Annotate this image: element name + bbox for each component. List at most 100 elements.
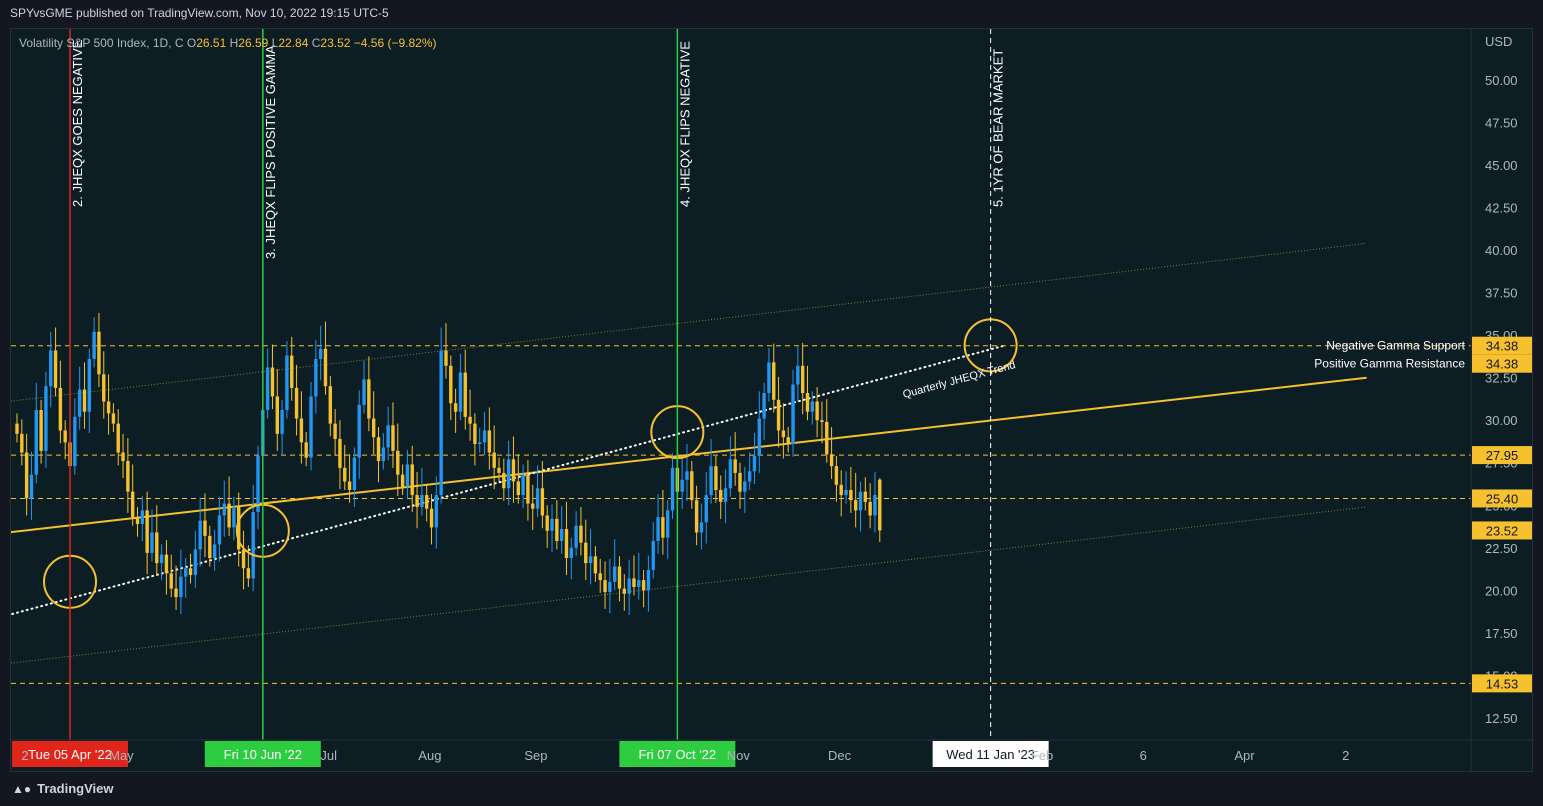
- candle: [333, 423, 337, 439]
- channel-upper-line: [11, 242, 1367, 402]
- candle: [820, 420, 824, 422]
- candle: [371, 418, 376, 438]
- event-date-badge: [12, 741, 129, 767]
- candle: [694, 500, 699, 533]
- candle: [290, 355, 294, 388]
- candle: [179, 576, 183, 598]
- ohlc-part: 26.51: [196, 36, 226, 50]
- candle: [873, 495, 877, 516]
- candle: [666, 510, 670, 538]
- candle: [453, 403, 458, 412]
- y-tick-label: 37.50: [1485, 286, 1518, 301]
- candle: [588, 556, 593, 564]
- candle: [246, 568, 251, 579]
- candle: [825, 421, 829, 455]
- x-tick-label: 6: [1140, 748, 1147, 763]
- candle: [130, 491, 135, 518]
- level-badge: [1472, 336, 1532, 355]
- candle: [878, 479, 882, 531]
- candle: [169, 573, 173, 589]
- y-tick-label: 17.50: [1485, 626, 1518, 641]
- candle: [44, 386, 48, 451]
- candle: [545, 515, 549, 531]
- candle: [400, 474, 405, 487]
- candle: [704, 495, 708, 523]
- candle: [150, 532, 154, 553]
- candle: [15, 423, 19, 434]
- channel-lower-line: [11, 506, 1367, 664]
- candle: [280, 410, 284, 434]
- candle: [526, 474, 530, 504]
- candle: [632, 578, 636, 587]
- y-tick-label: 32.50: [1485, 371, 1518, 386]
- event-label: 4. JHEQX FLIPS NEGATIVE: [677, 41, 692, 207]
- ohlc-legend: Volatility S&P 500 Index, 1D, C O26.51 H…: [19, 36, 437, 50]
- candle: [20, 433, 24, 453]
- candle: [521, 474, 525, 496]
- candle: [651, 540, 655, 570]
- event-label: 2. JHEQX GOES NEGATIVE: [70, 39, 85, 207]
- chart-panel[interactable]: 2. JHEQX GOES NEGATIVE Tue 05 Apr '22 3. J…: [10, 28, 1534, 773]
- candle: [77, 389, 82, 417]
- candle: [747, 471, 752, 482]
- y-tick-label: 22.50: [1485, 541, 1518, 556]
- candle: [405, 464, 410, 487]
- candle: [338, 438, 342, 468]
- ohlc-part: −4.56 (−9.82%): [354, 36, 437, 50]
- candle: [714, 466, 718, 490]
- ohlc-part: C: [175, 36, 184, 50]
- x-tick-label: 2: [21, 748, 28, 763]
- level-value: 27.95: [1486, 448, 1519, 463]
- candle: [728, 459, 733, 489]
- event-date-label: Tue 05 Apr '22: [28, 747, 112, 762]
- candle: [661, 517, 665, 538]
- candle: [680, 479, 684, 492]
- candle: [265, 367, 270, 411]
- candle: [328, 386, 332, 424]
- y-tick-label: 47.50: [1485, 116, 1518, 131]
- candle: [126, 461, 130, 492]
- candle: [97, 331, 101, 375]
- candle: [275, 396, 279, 434]
- y-tick-label: 12.50: [1485, 711, 1518, 726]
- candle: [198, 520, 202, 550]
- candle: [458, 372, 463, 412]
- x-tick-label: Feb: [1031, 748, 1053, 763]
- level-badge: [1472, 674, 1532, 693]
- candle: [646, 569, 651, 591]
- candle: [555, 518, 559, 541]
- candle: [463, 372, 467, 417]
- candle: [612, 566, 617, 582]
- candle: [690, 471, 694, 501]
- candle: [535, 488, 540, 509]
- level-badge: [1472, 521, 1532, 540]
- candle: [772, 362, 776, 400]
- candle: [193, 549, 198, 576]
- candle: [135, 517, 140, 524]
- level-label: Positive Gamma Resistance: [1314, 357, 1465, 371]
- candle: [425, 495, 429, 509]
- candle: [420, 495, 424, 507]
- candle: [116, 423, 120, 453]
- candle: [593, 556, 598, 574]
- candle: [159, 554, 164, 564]
- footer-brand: ▲● TradingView: [12, 781, 113, 796]
- candle: [473, 423, 477, 445]
- brand-label: TradingView: [37, 781, 114, 796]
- candle: [781, 430, 786, 438]
- candle: [579, 525, 583, 543]
- candle: [608, 581, 612, 593]
- level-value: 34.38: [1486, 339, 1519, 354]
- candle: [839, 484, 843, 496]
- candle: [140, 510, 145, 524]
- ohlc-part: 22.84: [278, 36, 308, 50]
- candle: [217, 515, 222, 545]
- candle: [87, 358, 91, 412]
- candle: [858, 491, 863, 511]
- y-tick-label: 42.50: [1485, 201, 1518, 216]
- vix-candlestick-chart[interactable]: 2. JHEQX GOES NEGATIVE Tue 05 Apr '22 3. J…: [11, 29, 1534, 773]
- candle: [487, 430, 492, 453]
- candle: [237, 506, 241, 550]
- y-tick-label: 20.00: [1485, 583, 1518, 598]
- candle: [449, 365, 453, 404]
